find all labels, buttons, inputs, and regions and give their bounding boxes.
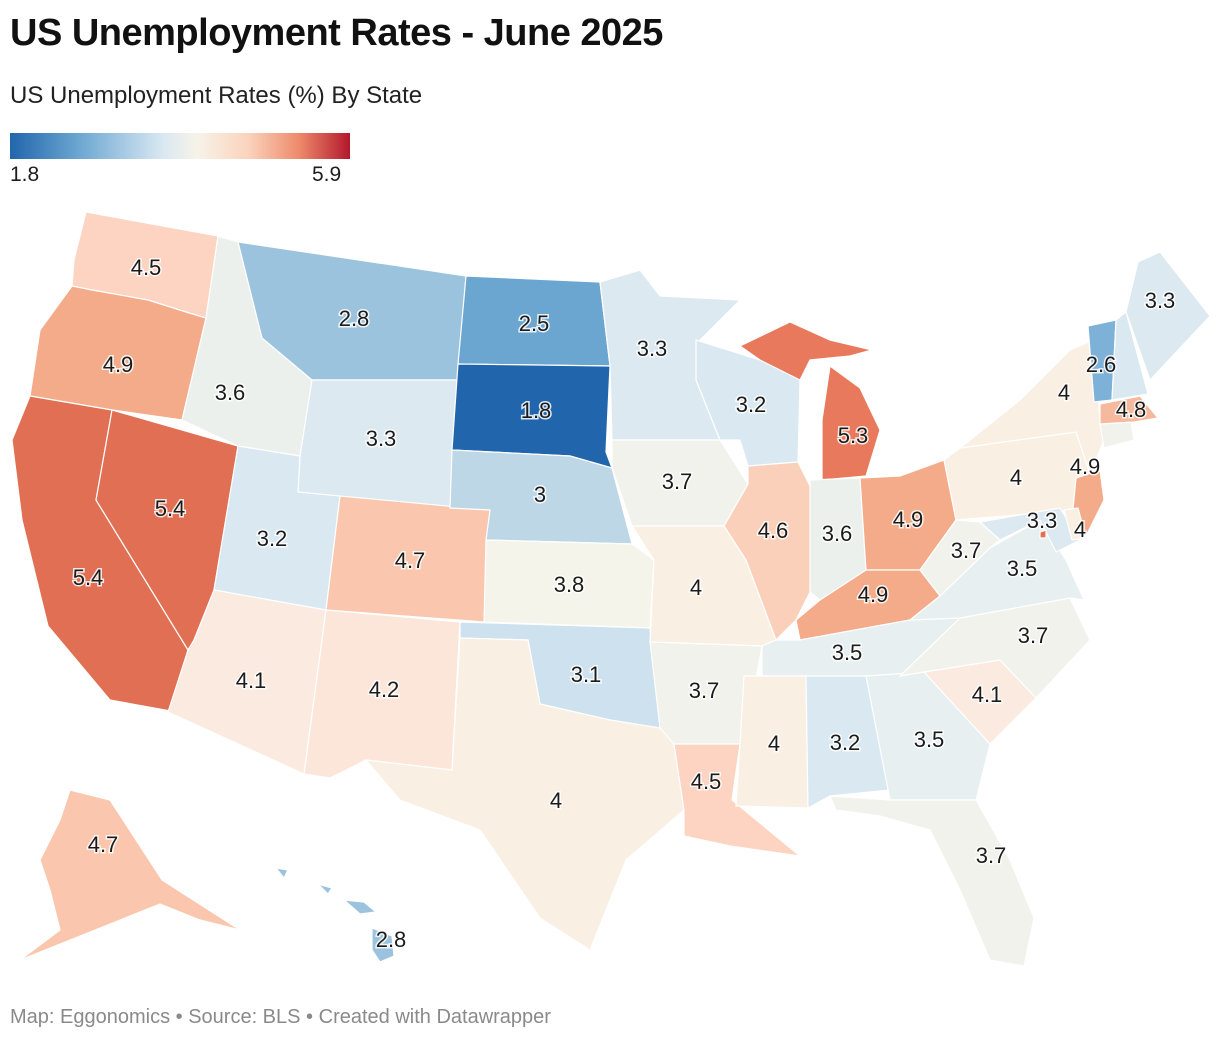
state-NH[interactable] [1111,310,1149,401]
state-AL[interactable] [805,675,891,810]
label-PA: 4 [1010,465,1022,490]
label-MA: 4.8 [1116,397,1147,422]
chart-title: US Unemployment Rates - June 2025 [10,12,663,54]
state-MI-upper[interactable] [738,321,873,381]
color-scale-legend [10,133,350,159]
label-WA: 4.5 [131,255,162,280]
label-KY: 4.9 [858,582,889,607]
label-TX: 4 [550,788,562,813]
label-ID: 3.6 [215,380,246,405]
label-MN: 3.3 [637,336,668,361]
label-FL: 3.7 [976,843,1007,868]
label-WV: 3.7 [951,538,982,563]
label-AZ: 4.1 [236,668,267,693]
label-AR: 3.7 [689,678,720,703]
state-DE[interactable] [1063,507,1087,541]
label-HI: 2.8 [376,927,407,952]
label-TN: 3.5 [832,640,863,665]
state-LA[interactable] [673,743,803,857]
label-AK: 4.7 [88,832,119,857]
state-MS[interactable] [735,675,809,809]
state-MI-lower[interactable] [821,364,881,481]
label-DE: 4 [1074,517,1086,542]
state-IL[interactable] [723,461,813,642]
legend-max-label: 5.9 [312,163,342,186]
label-IA: 3.7 [662,469,693,494]
label-VT: 2.6 [1086,352,1117,377]
label-ND: 2.5 [519,311,550,336]
label-SC: 4.1 [972,682,1003,707]
footer-separator: • [300,1006,319,1028]
label-GA: 3.5 [914,727,945,752]
state-MA[interactable] [1099,395,1160,425]
label-NJ: 4.9 [1070,454,1101,479]
footer-separator: • [170,1006,189,1028]
label-SD: 1.8 [521,398,552,423]
label-NE: 3 [534,482,546,507]
label-ME: 3.3 [1145,288,1176,313]
state-MD[interactable] [978,507,1081,553]
label-IL: 4.6 [758,518,789,543]
footer-map-credit: Map: Eggonomics [10,1006,171,1028]
label-MO: 4 [690,575,702,600]
label-NV: 5.4 [155,496,186,521]
label-LA: 4.5 [691,769,722,794]
state-ME[interactable] [1125,251,1211,382]
label-MT: 2.8 [339,306,370,331]
state-TX[interactable] [364,637,685,951]
label-OH: 4.9 [893,507,924,532]
label-MS: 4 [768,731,780,756]
state-DC[interactable] [1039,529,1047,539]
label-KS: 3.8 [554,572,585,597]
label-OK: 3.1 [571,662,602,687]
label-IN: 3.6 [822,521,853,546]
state-AK[interactable] [19,789,241,961]
label-MI: 5.3 [838,423,869,448]
label-OR: 4.9 [103,352,134,377]
label-VA: 3.5 [1007,556,1038,581]
label-UT: 3.2 [257,526,288,551]
source-footer: Map: Eggonomics • Source: BLS • Created … [10,1006,551,1029]
label-NC: 3.7 [1018,623,1049,648]
footer-source: Source: BLS [188,1006,301,1028]
label-CA: 5.4 [73,565,104,590]
label-CO: 4.7 [395,548,426,573]
chart-subtitle: US Unemployment Rates (%) By State [10,82,423,109]
label-NY: 4 [1058,380,1070,405]
footer-created-with: Created with Datawrapper [318,1006,551,1028]
label-WI: 3.2 [736,392,767,417]
state-FL[interactable] [829,795,1035,967]
label-MD: 3.3 [1027,508,1058,533]
state-HI[interactable] [274,867,395,963]
label-AL: 3.2 [830,730,861,755]
legend-min-label: 1.8 [10,163,40,186]
label-WY: 3.3 [366,426,397,451]
label-NM: 4.2 [369,677,400,702]
